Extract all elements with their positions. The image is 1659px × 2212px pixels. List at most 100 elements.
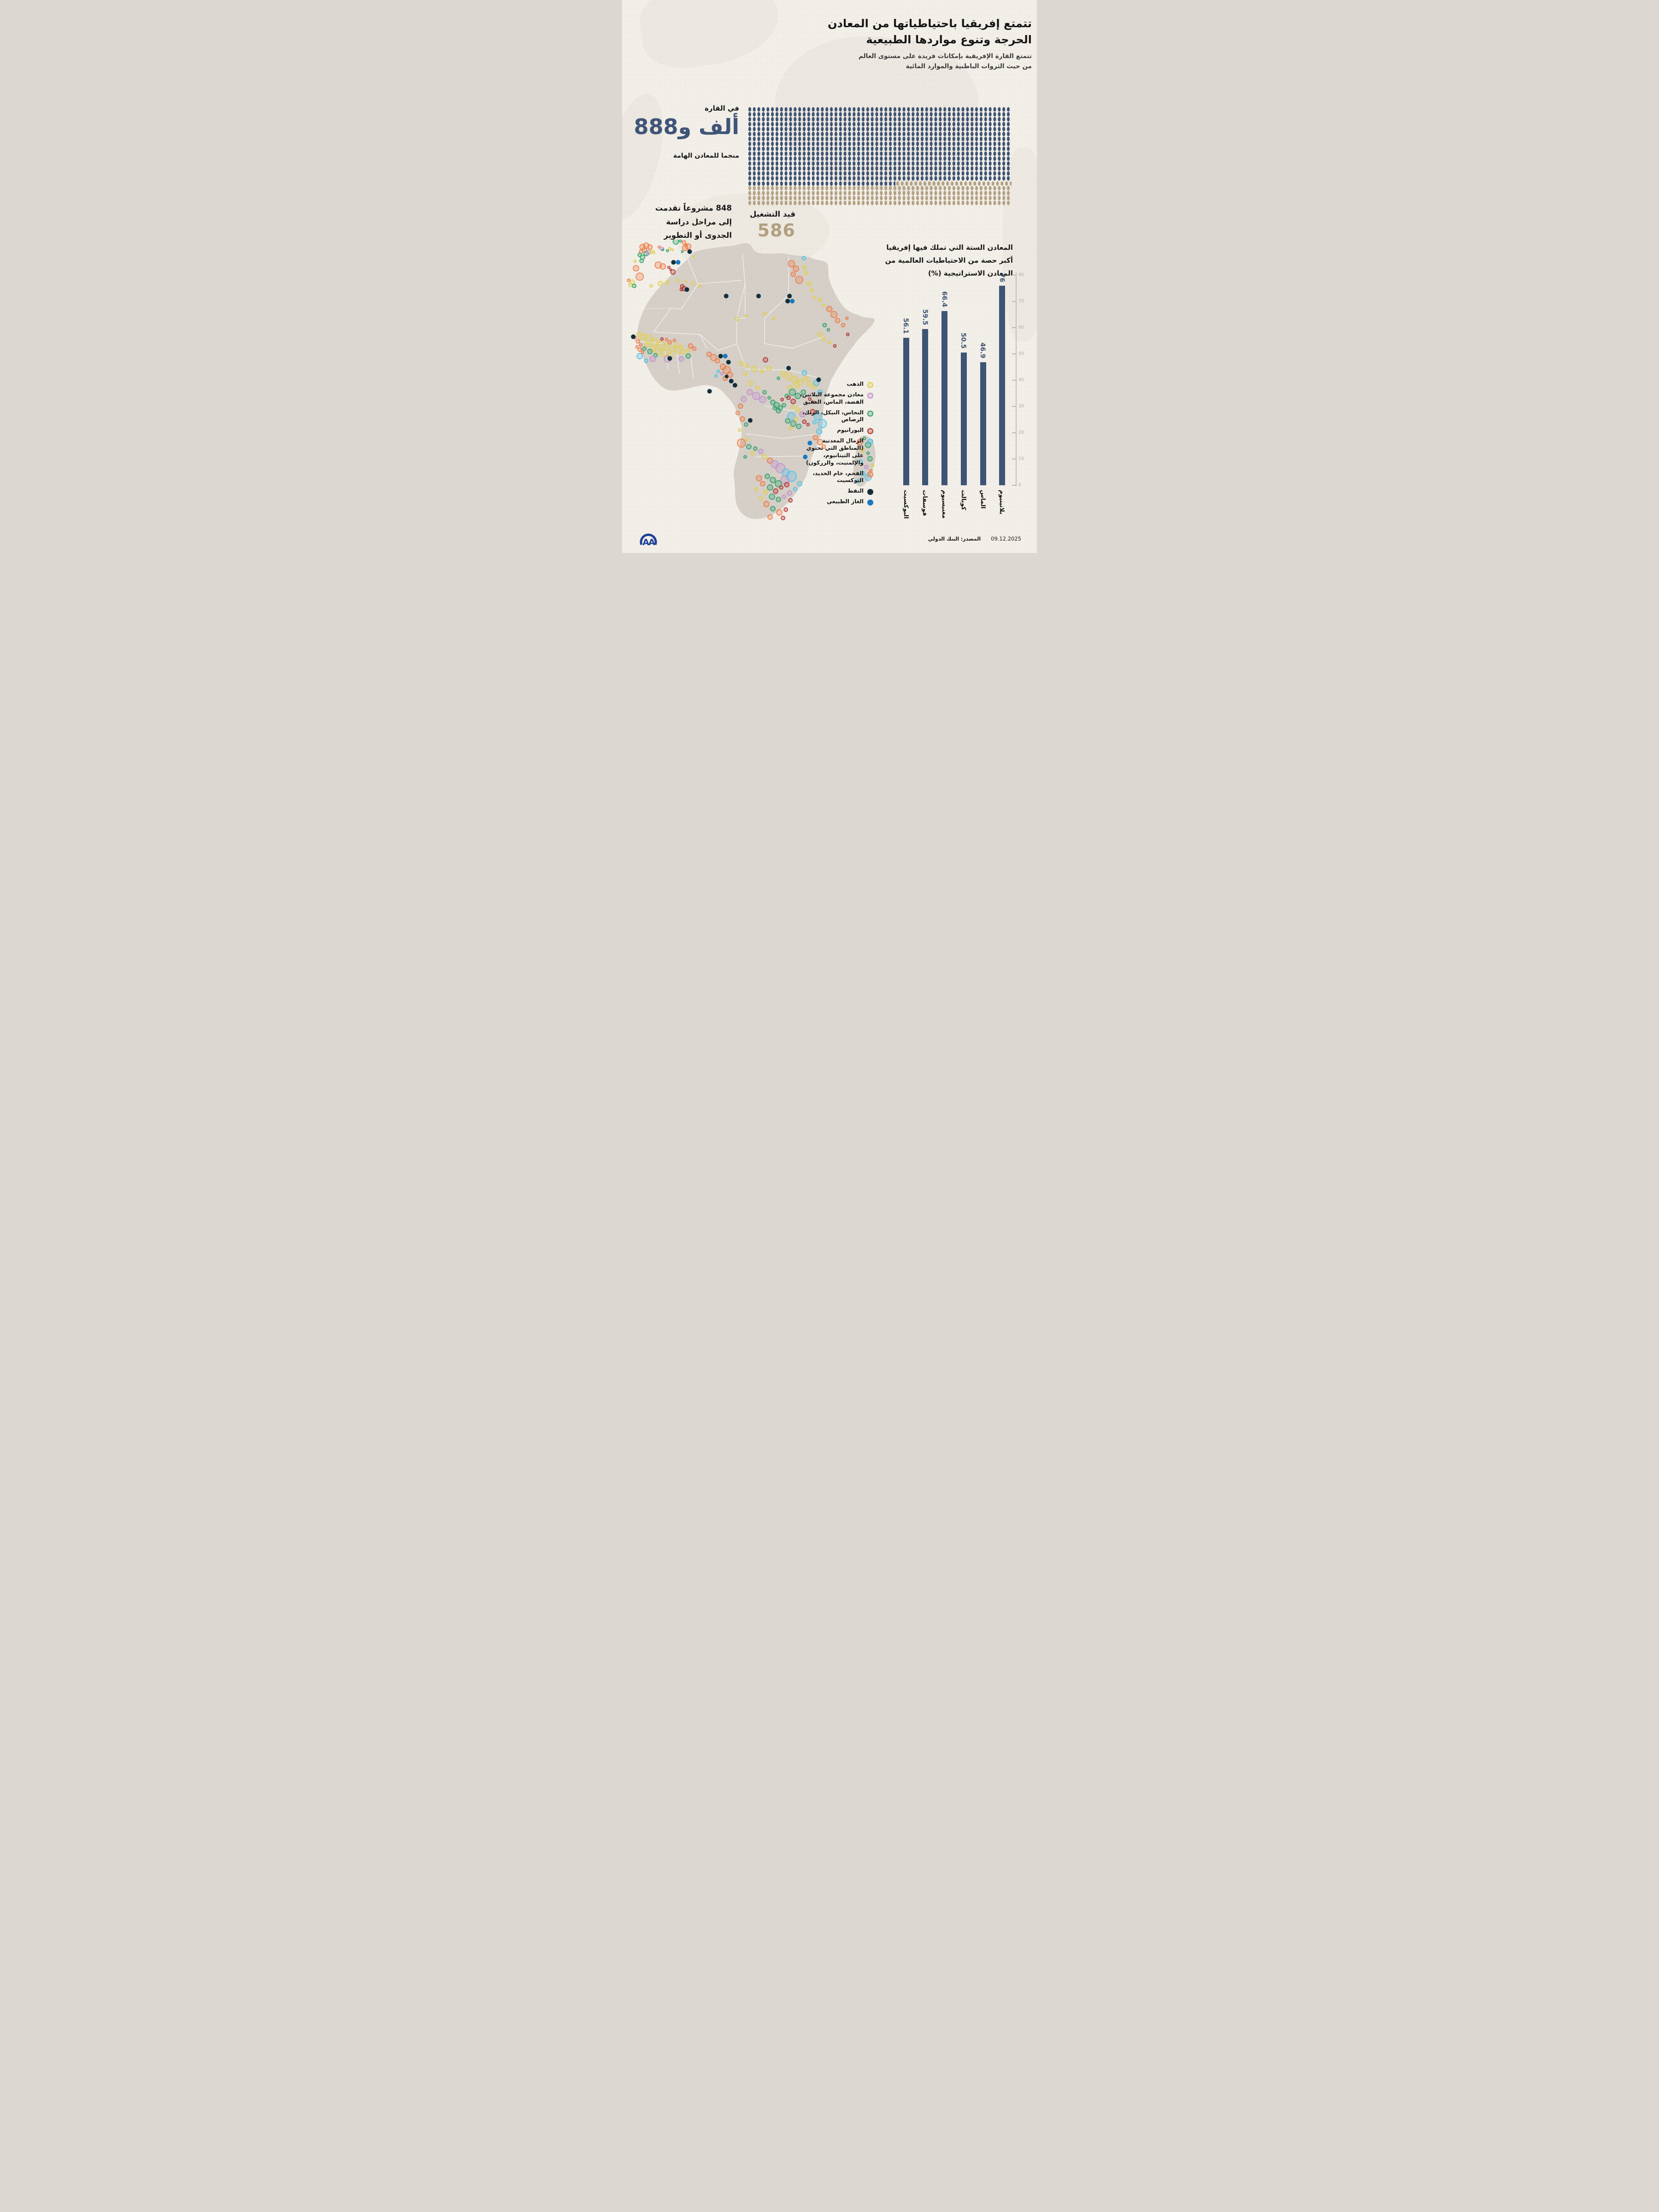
mineral-dot-gold (690, 281, 695, 286)
mineral-dot-coal (760, 481, 765, 487)
mineral-dot-copper (762, 390, 767, 394)
mineral-dot-copper (639, 259, 644, 263)
mineral-dot-gold (686, 348, 691, 353)
mineral-dot-gold (809, 288, 814, 293)
mineral-dot-copper (765, 473, 770, 479)
mineral-dot-gold (817, 331, 823, 337)
mineral-dot-copper (790, 420, 797, 427)
mineral-dot-oil (785, 299, 790, 304)
mines-total-number: ألف و888 (634, 114, 739, 139)
country-borders (638, 253, 824, 458)
mineral-dot-uranium (813, 400, 816, 404)
mineral-dot-copper (666, 249, 669, 253)
y-axis-tick (1012, 432, 1016, 433)
legend-item-gas: الغاز الطبيعي (786, 498, 873, 506)
y-axis-tick (1012, 353, 1016, 354)
mineral-dot-copper (769, 493, 775, 500)
y-axis-tick-label: 0 (1018, 482, 1022, 488)
mineral-dot-coal (658, 245, 661, 249)
y-axis-tick-label: 40 (1018, 377, 1024, 382)
copper-marker-icon (867, 410, 873, 417)
mineral-dot-copper (767, 396, 771, 400)
legend-item-label: معادن مجموعة البلاتين، الفضة، الماس، العق… (800, 391, 864, 405)
mineral-dot-copper (800, 389, 806, 395)
mineral-dot-coal (856, 439, 863, 446)
mineral-dot-uranium (783, 507, 788, 512)
mineral-dot-pgm (649, 355, 656, 362)
bar-البوكسيت (903, 338, 909, 485)
oil-marker-icon (867, 489, 873, 495)
mineral-dot-pgm (864, 465, 869, 470)
dot-matrix-blue-block (747, 107, 1012, 181)
africa-silhouette (637, 243, 875, 519)
mineral-dot-copper (746, 444, 752, 450)
minerals-bar-chart: 0 10 20 30 40 50 60 70 80 56.1 البوكسيت 59.5 فوسفات 6… (880, 258, 1037, 544)
mineral-dot-coal (682, 240, 687, 245)
legend-item-label: النحاس، النيكل، الزنك، الرصاص (802, 409, 864, 423)
mineral-dot-gold (760, 369, 765, 374)
mineral-dot-uranium (763, 357, 768, 363)
y-axis-tick-label: 80 (1018, 272, 1024, 277)
mineral-dot-coal (692, 346, 697, 351)
map-legend: الذهب معادن مجموعة البلاتين، الفضة، الماس،… (786, 381, 873, 506)
mineral-dot-coal (826, 306, 833, 312)
mineral-dot-gold (679, 344, 684, 349)
mineral-dot-gold (871, 463, 875, 467)
bar-فوسفات (922, 329, 929, 485)
mineral-dot-sands (859, 471, 865, 477)
mineral-dot-coal (641, 350, 645, 354)
mineral-dot-sands (797, 481, 803, 487)
mineral-dot-coal (738, 403, 743, 409)
mineral-dot-oil (724, 294, 729, 299)
mineral-dot-coal (682, 245, 688, 251)
mineral-dot-gold (751, 366, 758, 372)
mineral-dot-gold (803, 376, 809, 381)
bar-category-label: بلاتينيوم (998, 490, 1006, 515)
page-title-line2: الحرجة وتنوع مواردها الطبيعية (866, 33, 1032, 46)
mineral-dot-copper (794, 393, 801, 399)
mineral-dot-gold (762, 454, 767, 460)
mineral-dot-coal (688, 343, 694, 349)
mineral-dot-copper (743, 455, 747, 459)
mineral-dot-sands (801, 370, 807, 376)
mineral-dot-gold (684, 280, 688, 283)
operating-value: 586 (757, 220, 795, 241)
mineral-dot-gas (790, 299, 795, 304)
legend-item-gold: الذهب (786, 381, 873, 388)
mineral-dot-uranium (806, 423, 810, 427)
mineral-dot-copper (867, 456, 873, 462)
mineral-dot-copper (785, 418, 791, 424)
mineral-dot-sands (816, 428, 823, 435)
mineral-dot-gas (803, 454, 808, 459)
bar-بلاتينيوم (999, 285, 1006, 485)
mineral-dot-sands (714, 374, 718, 378)
mineral-dot-uranium (784, 482, 790, 488)
chart-title-line1: المعادن الستة التي تملك فيها إفريقيا (886, 243, 1013, 252)
mineral-dot-copper (777, 405, 783, 411)
mineral-dot-oil (787, 294, 792, 299)
projects-line3: الجدوى أو التطوير (664, 231, 732, 240)
mineral-dot-copper (685, 353, 691, 359)
chart-title-line2: أكبر حصة من الاحتياطيات العالمية من (885, 256, 1013, 265)
mineral-dot-coal (835, 318, 841, 324)
mineral-dot-gold (754, 487, 759, 492)
mineral-dot-pgm (747, 389, 753, 395)
projects-stat: 848 مشروعاً تقدمت إلى مراحل دراسة الجدوى… (655, 201, 732, 242)
y-axis-tick-label: 10 (1018, 456, 1024, 461)
mineral-dot-uranium (808, 397, 812, 401)
mineral-dot-gold (766, 365, 772, 371)
mineral-dot-gold (791, 376, 799, 383)
mineral-dot-copper (826, 328, 830, 332)
y-axis-tick (1012, 380, 1016, 381)
mineral-dot-copper (775, 480, 782, 488)
dot-matrix-transition-blue (747, 181, 895, 186)
gas-marker-icon (867, 500, 873, 506)
mineral-dot-copper (776, 408, 781, 413)
source-label: المصدر: البنك الدولي (928, 536, 981, 542)
y-axis-tick-label: 50 (1018, 351, 1024, 356)
mineral-dot-oil (816, 377, 821, 382)
dot-matrix-transition-tan (895, 181, 1012, 186)
mineral-dot-gold (649, 284, 653, 288)
mineral-dot-uranium (780, 398, 784, 401)
mineral-dot-sands (716, 370, 720, 373)
